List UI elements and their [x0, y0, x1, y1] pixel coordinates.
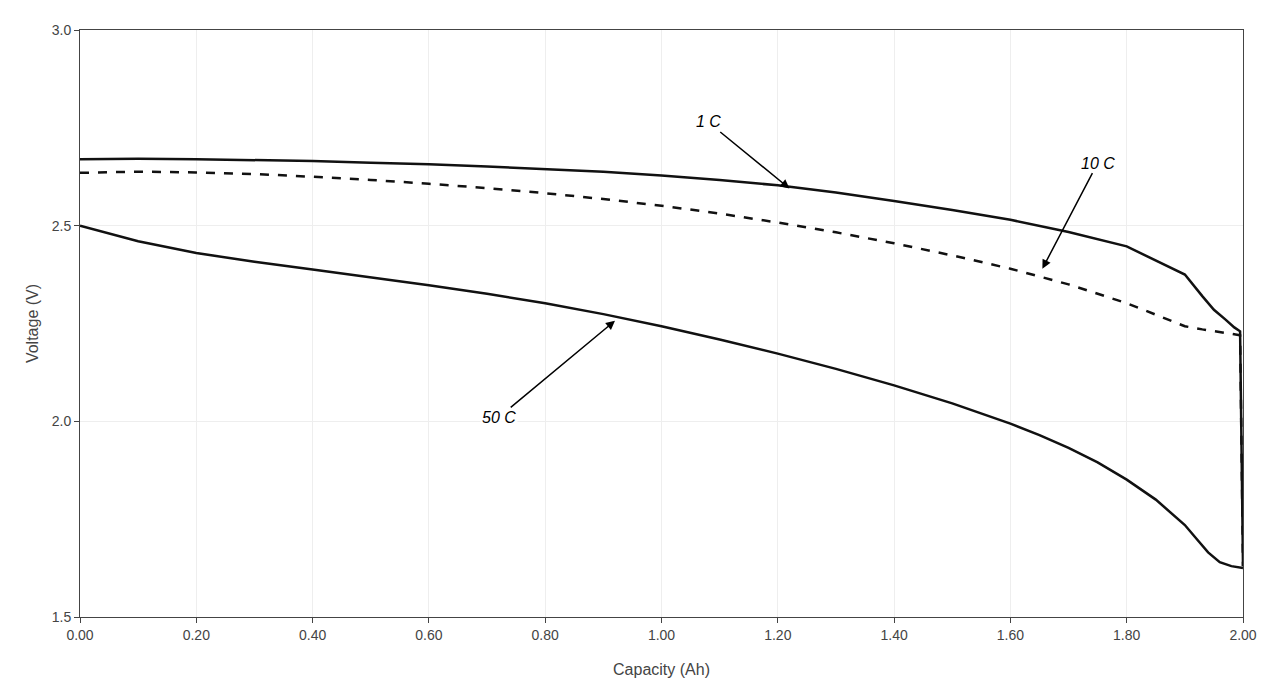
svg-text:1.40: 1.40: [880, 627, 907, 643]
svg-text:Voltage (V): Voltage (V): [24, 284, 41, 363]
svg-text:0.00: 0.00: [66, 627, 93, 643]
svg-text:0.40: 0.40: [299, 627, 326, 643]
svg-text:1.60: 1.60: [997, 627, 1024, 643]
svg-text:1.00: 1.00: [648, 627, 675, 643]
svg-text:50 C: 50 C: [482, 409, 516, 426]
svg-text:Capacity (Ah): Capacity (Ah): [613, 661, 710, 678]
svg-text:0.80: 0.80: [532, 627, 559, 643]
svg-text:0.20: 0.20: [183, 627, 210, 643]
svg-text:2.00: 2.00: [1229, 627, 1256, 643]
svg-text:1 C: 1 C: [696, 113, 721, 130]
svg-text:2.0: 2.0: [52, 413, 72, 429]
svg-text:2.5: 2.5: [52, 218, 72, 234]
svg-text:1.20: 1.20: [764, 627, 791, 643]
svg-text:0.60: 0.60: [415, 627, 442, 643]
svg-text:10 C: 10 C: [1081, 155, 1115, 172]
svg-text:3.0: 3.0: [52, 22, 72, 38]
svg-text:1.5: 1.5: [52, 609, 72, 625]
svg-text:1.80: 1.80: [1113, 627, 1140, 643]
